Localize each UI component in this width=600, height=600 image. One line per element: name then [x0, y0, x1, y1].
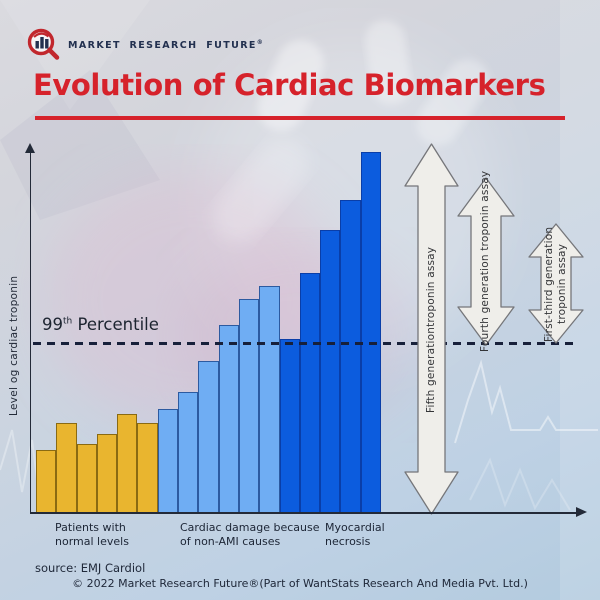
fifth-generation-arrow [404, 143, 459, 515]
y-axis-arrow-icon [25, 143, 35, 153]
bar [360, 152, 382, 513]
category-label-non-ami: Cardiac damage because of non-AMI causes [180, 521, 320, 549]
x-axis-line [29, 512, 579, 514]
bar [137, 423, 158, 513]
bar [218, 325, 239, 513]
assay-arrows [404, 143, 584, 515]
bar [259, 286, 280, 513]
y-axis-line [29, 151, 32, 513]
first-third-generation-arrow-label: First-third generation troponin assay [542, 226, 568, 342]
bar [157, 409, 179, 513]
fourth-generation-arrow [457, 177, 515, 346]
source-note: source: EMJ Cardiol [35, 561, 146, 575]
bar [96, 434, 118, 513]
bar [198, 361, 219, 513]
bar [178, 392, 199, 513]
fourth-generation-arrow-label: Fourth generation troponin assay [478, 170, 491, 352]
y-axis-label: Level og cardiac troponin [8, 275, 20, 416]
bar [320, 230, 341, 513]
bar [238, 299, 260, 513]
registered-mark: ® [256, 38, 265, 46]
brand-name: MARKET RESEARCH FUTURE® [68, 38, 265, 52]
bar [279, 339, 300, 513]
x-axis-arrow-icon [576, 507, 587, 517]
first-third-generation-arrow [528, 223, 584, 344]
fifth-generation-arrow-label: Fifth generationtroponin assay [424, 246, 437, 414]
bar [76, 444, 97, 513]
category-label-normal-levels: Patients with normal levels [55, 521, 129, 549]
percentile-threshold-line [33, 342, 574, 345]
page-title: Evolution of Cardiac Biomarkers [33, 68, 546, 102]
percentile-label: 99th Percentile [42, 315, 159, 334]
bar [340, 200, 361, 513]
heart-vessels [213, 20, 489, 243]
bar [36, 450, 57, 513]
mrf-logo-icon [27, 28, 60, 60]
category-label-myocardial-necrosis: Myocardial necrosis [325, 521, 385, 549]
copyright-note: © 2022 Market Research Future®(Part of W… [72, 577, 528, 590]
bar [117, 414, 138, 513]
title-underline [35, 116, 565, 120]
bar [56, 423, 77, 513]
bar [299, 273, 321, 513]
brand-logo: MARKET RESEARCH FUTURE® [26, 28, 264, 62]
